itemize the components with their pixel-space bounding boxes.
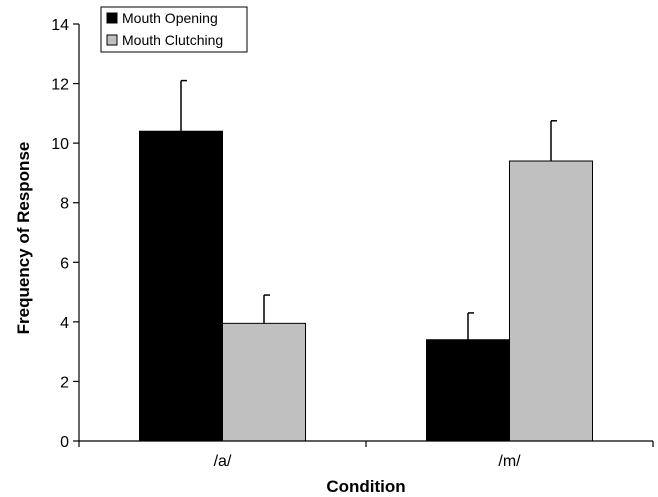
y-tick-label: 0 [60, 434, 69, 451]
legend-box [100, 6, 248, 53]
x-ticks-group: /a/ /m/ [78, 441, 654, 470]
x-tick-label: /a/ [214, 453, 232, 470]
bars-group [139, 130, 593, 442]
error-bars-group [180, 79, 557, 340]
y-tick-label: 8 [60, 196, 69, 213]
bar-mouth-clutching [222, 322, 306, 442]
x-axis-title: Condition [326, 477, 405, 496]
y-tick-label: 12 [51, 77, 69, 94]
legend: Mouth Opening Mouth Clutching [100, 6, 248, 53]
y-ticks-group: 0 2 4 6 8 10 12 14 [51, 17, 79, 451]
y-tick-label: 14 [51, 17, 69, 34]
y-axis-title: Frequency of Response [14, 142, 33, 335]
legend-swatch-mouth-opening [106, 12, 118, 24]
bar-mouth-opening [426, 339, 510, 442]
y-tick-label: 6 [60, 255, 69, 272]
y-tick-label: 4 [60, 315, 69, 332]
x-tick-label: /m/ [498, 453, 521, 470]
bar-mouth-opening [139, 130, 223, 442]
y-tick-label: 10 [51, 136, 69, 153]
legend-label-mouth-clutching: Mouth Clutching [122, 32, 223, 48]
legend-label-mouth-opening: Mouth Opening [122, 10, 218, 26]
legend-swatch-mouth-clutching [106, 34, 118, 46]
bar-mouth-clutching [509, 160, 593, 442]
plot-area: 0 2 4 6 8 10 12 14 /a/ /m/ [51, 17, 654, 470]
y-tick-label: 2 [60, 374, 69, 391]
